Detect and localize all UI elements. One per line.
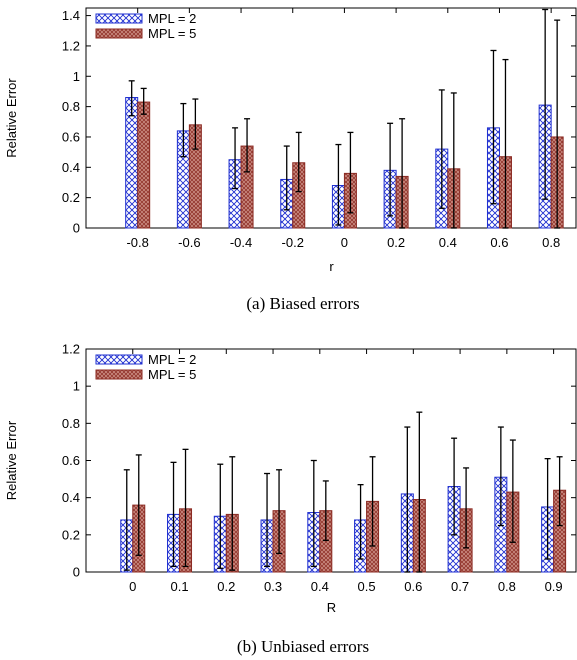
y-tick-label: 0.8 xyxy=(62,416,80,431)
y-tick-label: 0 xyxy=(73,565,80,580)
x-tick-label: 0.2 xyxy=(217,579,235,594)
x-tick-label: 0.8 xyxy=(542,235,560,250)
y-tick-label: 0.4 xyxy=(62,160,80,175)
y-tick-label: 1 xyxy=(73,379,80,394)
y-tick-label: 0.8 xyxy=(62,99,80,114)
x-tick-label: 0.2 xyxy=(387,235,405,250)
legend-label: MPL = 2 xyxy=(148,352,196,367)
x-tick-label: 0.4 xyxy=(311,579,329,594)
x-tick-label: 0.6 xyxy=(490,235,508,250)
y-axis-label: Relative Error xyxy=(4,420,19,500)
caption-a: (a) Biased errors xyxy=(246,294,359,313)
x-axis-label: R xyxy=(327,600,336,615)
plot-frame xyxy=(85,7,577,229)
legend-swatch xyxy=(95,369,143,380)
caption-b: (b) Unbiased errors xyxy=(237,637,369,656)
y-tick-label: 0 xyxy=(73,221,80,236)
legend-swatch xyxy=(95,13,143,24)
y-tick-label: 1 xyxy=(73,69,80,84)
x-tick-label: 0.5 xyxy=(358,579,376,594)
legend-label: MPL = 5 xyxy=(148,26,196,41)
x-tick-label: 0.7 xyxy=(451,579,469,594)
x-tick-label: 0.4 xyxy=(439,235,457,250)
x-tick-label: 0.9 xyxy=(545,579,563,594)
y-tick-label: 0.2 xyxy=(62,527,80,542)
bar xyxy=(125,97,139,229)
legend-swatch xyxy=(95,354,143,365)
y-tick-label: 1.2 xyxy=(62,38,80,53)
x-tick-label: -0.6 xyxy=(178,235,200,250)
bar xyxy=(137,101,151,229)
legend-label: MPL = 2 xyxy=(148,11,196,26)
legend-swatch xyxy=(95,28,143,39)
x-tick-label: -0.8 xyxy=(126,235,148,250)
y-tick-label: 1.2 xyxy=(62,342,80,357)
x-tick-label: 0.1 xyxy=(170,579,188,594)
y-tick-label: 0.4 xyxy=(62,490,80,505)
y-tick-label: 1.4 xyxy=(62,8,80,23)
y-axis-label: Relative Error xyxy=(4,78,19,158)
y-tick-label: 0.2 xyxy=(62,190,80,205)
y-tick-label: 0.6 xyxy=(62,129,80,144)
chart-unbiased-errors: 0 0.2 0.4 0.6 0.8 1 1.2 0 0.1 0.2 0.3 0.4 0.5 0.6 0.7 0… xyxy=(4,342,577,615)
chart-biased-errors: 0 0.2 0.4 0.6 0.8 1 1.2 1.4 -0.8 -0.6 -0.4 -0.2 0 0.2… xyxy=(4,7,577,274)
x-tick-label: -0.2 xyxy=(282,235,304,250)
x-axis-label: r xyxy=(329,259,334,274)
x-tick-label: 0.6 xyxy=(404,579,422,594)
x-tick-label: -0.4 xyxy=(230,235,252,250)
x-tick-label: 0 xyxy=(129,579,136,594)
x-tick-label: 0 xyxy=(341,235,348,250)
x-tick-label: 0.8 xyxy=(498,579,516,594)
legend-label: MPL = 5 xyxy=(148,367,196,382)
x-tick-label: 0.3 xyxy=(264,579,282,594)
y-tick-label: 0.6 xyxy=(62,453,80,468)
